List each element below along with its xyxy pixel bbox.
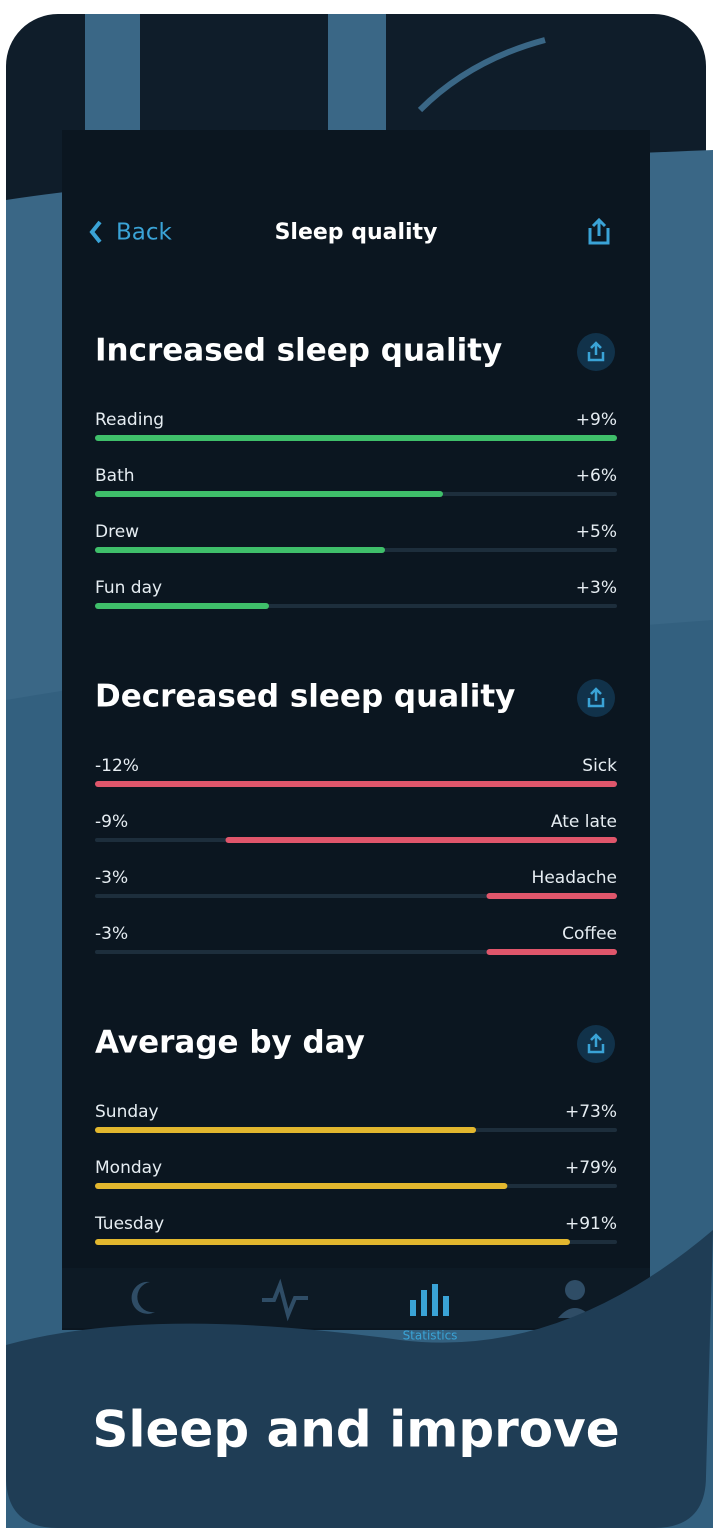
tree-trunk (85, 14, 140, 134)
caption: Sleep and improve (92, 1401, 619, 1459)
section-title: Increased sleep quality (95, 333, 502, 369)
item-label: Ate late (551, 812, 617, 832)
bar (486, 893, 617, 899)
bar (95, 781, 617, 787)
tab-icon[interactable] (262, 1278, 308, 1322)
item-value: +91% (565, 1214, 617, 1234)
item-value: +5% (576, 522, 617, 542)
back-icon[interactable] (89, 220, 102, 244)
bar-track (95, 894, 617, 898)
bar (95, 547, 385, 553)
section-title: Average by day (95, 1025, 365, 1061)
item-label: Reading (95, 410, 164, 430)
item-value: -9% (95, 812, 128, 832)
item-value: +79% (565, 1158, 617, 1178)
bar (95, 435, 617, 441)
bar-track (95, 950, 617, 954)
item-label: Monday (95, 1158, 162, 1178)
share-icon (587, 687, 605, 708)
bar (95, 1127, 477, 1133)
bar (95, 1239, 571, 1245)
item-label: Drew (95, 522, 139, 542)
bar (486, 949, 617, 955)
app-panel (62, 130, 650, 1330)
item-label: Bath (95, 466, 135, 486)
bar (225, 837, 617, 843)
tab-bar (62, 1268, 650, 1328)
foreground-hill (6, 1230, 713, 1528)
item-value: +9% (576, 410, 617, 430)
tab-icon[interactable] (565, 1280, 585, 1300)
tree-trunk (328, 14, 386, 132)
item-value: -3% (95, 868, 128, 888)
item-value: +3% (576, 578, 617, 598)
item-value: -3% (95, 924, 128, 944)
bar (95, 603, 269, 609)
bar (95, 1183, 508, 1189)
statistics-content: Increased sleep quality Reading +9% Bath +6%… (94, 333, 617, 1245)
back-button[interactable]: Back (116, 220, 173, 246)
item-label: Fun day (95, 578, 162, 598)
item-label: Sick (582, 756, 617, 776)
share-icon (587, 341, 605, 362)
branch (417, 37, 546, 113)
bar (95, 491, 443, 497)
section-title: Decreased sleep quality (95, 679, 515, 715)
screen-title: Sleep quality (275, 220, 438, 245)
tab-label[interactable]: Statistics (403, 1329, 458, 1343)
item-label: Headache (532, 868, 617, 888)
item-value: +6% (576, 466, 617, 486)
item-label: Tuesday (94, 1214, 164, 1234)
share-button[interactable] (588, 217, 610, 245)
item-label: Sunday (95, 1102, 159, 1122)
item-label: Coffee (562, 924, 617, 944)
item-value: +73% (565, 1102, 617, 1122)
tab-icon[interactable] (410, 1284, 449, 1316)
share-icon (587, 1033, 605, 1054)
item-value: -12% (95, 756, 139, 776)
tab-icon[interactable] (131, 1281, 155, 1314)
